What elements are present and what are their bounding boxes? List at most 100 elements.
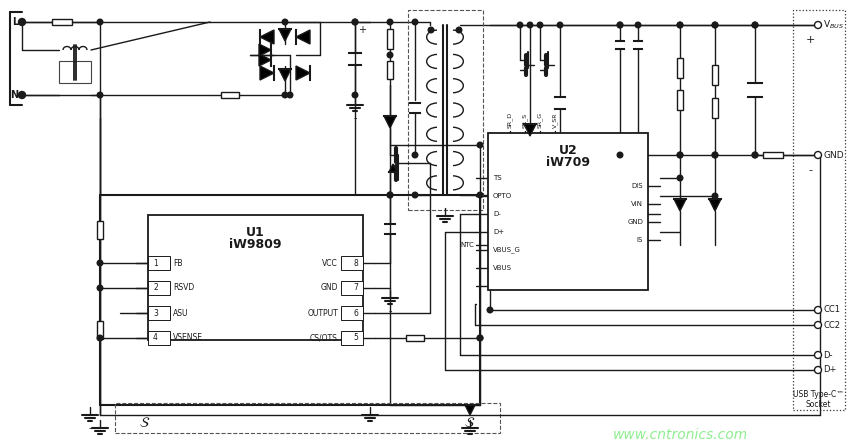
Bar xyxy=(406,335,424,341)
Bar xyxy=(712,65,718,85)
Circle shape xyxy=(387,19,393,25)
Text: 7: 7 xyxy=(353,284,358,293)
Text: VBUS: VBUS xyxy=(493,265,512,271)
Circle shape xyxy=(387,192,393,198)
Circle shape xyxy=(635,22,641,28)
Text: OPTO: OPTO xyxy=(493,193,512,199)
Text: VBUS_G: VBUS_G xyxy=(493,247,521,253)
Circle shape xyxy=(477,335,483,341)
Bar xyxy=(97,221,103,239)
Text: 6: 6 xyxy=(353,309,358,318)
Text: D+: D+ xyxy=(493,229,504,235)
Text: iW709: iW709 xyxy=(546,157,590,169)
Text: GND: GND xyxy=(823,150,843,160)
Bar xyxy=(148,256,170,270)
Bar xyxy=(763,152,783,158)
Circle shape xyxy=(387,192,393,198)
Circle shape xyxy=(677,22,683,28)
Text: D-: D- xyxy=(823,351,832,359)
Circle shape xyxy=(19,91,26,99)
Text: 2: 2 xyxy=(153,284,157,293)
Text: +: + xyxy=(805,35,814,45)
Text: V_SR: V_SR xyxy=(552,112,558,128)
Text: U2: U2 xyxy=(558,145,577,157)
Text: IS: IS xyxy=(637,237,643,243)
Text: iW9809: iW9809 xyxy=(229,239,282,252)
Bar xyxy=(793,10,845,410)
Circle shape xyxy=(412,192,418,198)
Text: www.cntronics.com: www.cntronics.com xyxy=(613,428,748,442)
Circle shape xyxy=(20,92,25,98)
Text: VSENSE: VSENSE xyxy=(173,334,203,343)
Bar xyxy=(341,306,363,320)
Bar xyxy=(677,90,683,110)
Polygon shape xyxy=(296,66,310,80)
Text: D-: D- xyxy=(493,211,500,217)
Circle shape xyxy=(752,22,757,28)
Circle shape xyxy=(557,22,563,28)
Bar xyxy=(148,215,363,340)
Circle shape xyxy=(814,152,821,158)
Text: GND: GND xyxy=(321,284,338,293)
Bar xyxy=(59,61,91,83)
Polygon shape xyxy=(384,116,396,128)
Text: $\mathcal{S}$: $\mathcal{S}$ xyxy=(465,416,476,430)
Text: -: - xyxy=(388,306,391,316)
Bar xyxy=(341,256,363,270)
Text: V$_{BUS}$: V$_{BUS}$ xyxy=(823,19,844,31)
Text: CC2: CC2 xyxy=(823,321,840,330)
Circle shape xyxy=(97,260,103,266)
Circle shape xyxy=(677,152,683,158)
Text: $\mathcal{S}$: $\mathcal{S}$ xyxy=(140,416,151,430)
Circle shape xyxy=(677,175,683,181)
Bar xyxy=(712,98,718,118)
Circle shape xyxy=(617,22,623,28)
Circle shape xyxy=(19,18,26,25)
Circle shape xyxy=(677,22,683,28)
Circle shape xyxy=(677,152,683,158)
Polygon shape xyxy=(674,199,686,211)
Text: U1: U1 xyxy=(246,227,265,240)
Bar xyxy=(148,331,170,345)
Circle shape xyxy=(528,22,533,28)
Circle shape xyxy=(537,22,543,28)
Circle shape xyxy=(712,22,717,28)
Text: FB: FB xyxy=(173,259,182,268)
Text: RSVD: RSVD xyxy=(173,284,194,293)
Circle shape xyxy=(477,335,483,341)
Circle shape xyxy=(97,335,103,341)
Circle shape xyxy=(352,19,357,25)
Circle shape xyxy=(814,306,821,314)
Circle shape xyxy=(477,192,483,198)
Polygon shape xyxy=(524,124,536,136)
Circle shape xyxy=(517,22,523,28)
Text: L: L xyxy=(12,17,18,27)
Text: CC1: CC1 xyxy=(823,306,840,314)
Text: TS: TS xyxy=(493,175,501,181)
Circle shape xyxy=(814,351,821,359)
Circle shape xyxy=(814,322,821,329)
Circle shape xyxy=(283,92,288,98)
Text: CS/OTS: CS/OTS xyxy=(310,334,338,343)
Text: 3: 3 xyxy=(153,309,158,318)
Circle shape xyxy=(814,21,821,29)
Circle shape xyxy=(97,285,103,291)
Bar xyxy=(52,19,72,25)
Polygon shape xyxy=(259,44,271,56)
Bar xyxy=(148,306,170,320)
Polygon shape xyxy=(279,69,291,81)
Circle shape xyxy=(712,22,717,28)
Text: -: - xyxy=(89,423,92,433)
Polygon shape xyxy=(465,405,475,415)
Circle shape xyxy=(387,52,393,58)
Bar xyxy=(387,29,393,49)
Circle shape xyxy=(428,27,434,33)
Circle shape xyxy=(97,19,103,25)
Text: OUTPUT: OUTPUT xyxy=(307,309,338,318)
Circle shape xyxy=(456,27,462,33)
Circle shape xyxy=(412,152,418,158)
Circle shape xyxy=(412,19,418,25)
Circle shape xyxy=(752,22,757,28)
Circle shape xyxy=(352,19,357,25)
Circle shape xyxy=(20,19,25,25)
